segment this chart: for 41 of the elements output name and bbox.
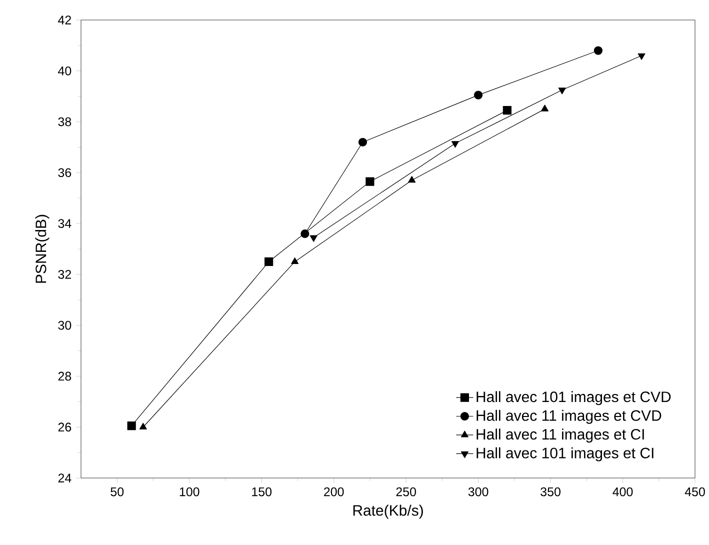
point xyxy=(451,141,459,148)
point xyxy=(300,229,310,238)
x-tick-label: 400 xyxy=(612,487,633,496)
point xyxy=(594,46,603,55)
point xyxy=(408,176,416,183)
point xyxy=(638,53,646,60)
point xyxy=(474,90,483,100)
x-tick-label: 300 xyxy=(468,487,488,496)
y-tick-label: 42 xyxy=(58,16,72,24)
x-tick-label: 150 xyxy=(252,487,272,496)
legend-label: Hall avec 101 images et CVD xyxy=(476,391,671,406)
point xyxy=(366,177,374,186)
y-tick-label: 38 xyxy=(58,117,72,126)
point xyxy=(502,106,512,115)
x-tick-label: 50 xyxy=(110,487,124,496)
y-tick-label: 32 xyxy=(58,270,72,279)
x-tick-label: 350 xyxy=(540,487,560,496)
x-tick-label: 100 xyxy=(180,487,200,496)
y-tick-label: 28 xyxy=(58,372,72,381)
y-axis-title: PSNR(dB) xyxy=(35,214,50,283)
point xyxy=(291,257,299,264)
point xyxy=(358,138,368,146)
y-tick-label: 40 xyxy=(58,66,72,76)
legend-label: Hall avec 101 images et CI xyxy=(476,447,654,462)
y-tick-label: 24 xyxy=(58,474,72,482)
y-tick-label: 30 xyxy=(58,320,72,330)
x-tick-label: 250 xyxy=(396,487,416,496)
x-tick-label: 450 xyxy=(684,487,705,496)
legend-label: Hall avec 11 images et CI xyxy=(476,428,644,443)
y-tick-label: 26 xyxy=(58,422,72,432)
y-tick-label: 34 xyxy=(58,219,72,228)
point xyxy=(310,235,318,242)
point xyxy=(540,104,549,112)
y-tick-label: 36 xyxy=(58,168,72,178)
point xyxy=(558,88,566,94)
point xyxy=(139,422,147,430)
x-axis-title: Rate(Kb/s) xyxy=(353,504,423,519)
point xyxy=(264,257,274,266)
point xyxy=(127,422,136,430)
legend-label: Hall avec 11 images et CVD xyxy=(476,410,662,424)
x-tick-label: 200 xyxy=(324,487,344,496)
